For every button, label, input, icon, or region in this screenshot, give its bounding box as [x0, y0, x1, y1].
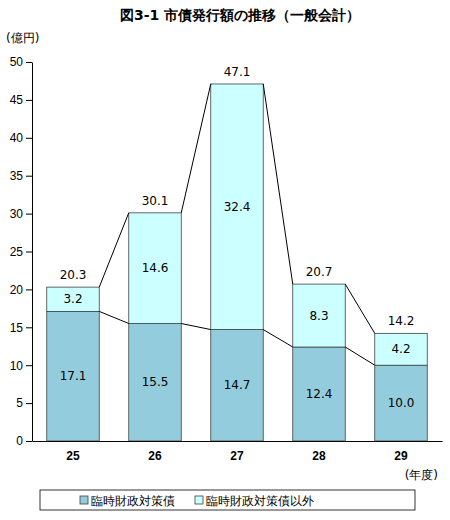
bar [293, 347, 345, 441]
data-label: 4.2 [391, 342, 410, 356]
x-axis-line [33, 441, 443, 442]
x-tick-label: 29 [394, 449, 408, 463]
data-label: 8.3 [309, 309, 328, 323]
y-tick: 30 [10, 207, 32, 221]
y-tick-mark [26, 176, 32, 177]
x-tick: 25 [66, 441, 80, 463]
y-tick: 0 [16, 434, 32, 448]
y-tick-label: 5 [16, 396, 23, 410]
y-tick: 25 [10, 245, 32, 259]
connector-line [345, 347, 375, 365]
y-tick-label: 35 [10, 169, 24, 183]
connector-line [181, 324, 211, 330]
y-axis-line [32, 63, 33, 442]
connector-line [181, 84, 211, 213]
legend-entry: 臨時財政対策債 [91, 494, 175, 508]
chart-container: 図3-1 市債発行額の推移（一般会計） (億円) 0 5 10 15 20 25 30 35 40 4… [0, 0, 450, 520]
y-tick: 40 [10, 131, 32, 145]
bar [129, 213, 181, 324]
x-axis: 25 26 27 28 29 [33, 441, 443, 463]
y-tick-mark [26, 327, 32, 328]
bar [211, 84, 263, 330]
x-tick: 27 [230, 441, 244, 463]
y-axis-title: (億円) [6, 31, 39, 45]
x-tick-label: 25 [66, 449, 80, 463]
x-tick: 28 [312, 441, 326, 463]
connector-line [263, 84, 293, 284]
total-label: 47.1 [224, 65, 251, 79]
connector-line [99, 213, 129, 287]
data-label: 12.4 [306, 387, 333, 401]
connector-line [263, 330, 293, 347]
connector-line [345, 284, 375, 333]
y-tick-mark [26, 365, 32, 366]
y-tick-mark [26, 252, 32, 253]
legend-swatch [80, 496, 88, 504]
y-tick-mark [26, 62, 32, 63]
bar [47, 311, 99, 441]
legend-swatch [195, 496, 203, 504]
y-tick-mark [26, 289, 32, 290]
legend-entry: 臨時財政対策債以外 [206, 494, 314, 508]
bar [293, 284, 345, 347]
data-label: 14.7 [224, 378, 251, 392]
y-tick-label: 15 [10, 321, 24, 335]
y-tick-label: 10 [10, 359, 24, 373]
connector-line [99, 311, 129, 323]
x-axis-title: (年度) [405, 468, 438, 482]
y-tick-mark [26, 138, 32, 139]
y-tick-label: 20 [10, 283, 24, 297]
total-label: 20.3 [60, 268, 87, 282]
y-tick-label: 40 [10, 131, 24, 145]
bar [47, 287, 99, 311]
y-tick-label: 50 [10, 55, 24, 69]
y-tick: 45 [10, 93, 32, 107]
x-tick: 26 [148, 441, 162, 463]
y-tick-label: 45 [10, 93, 24, 107]
x-tick-label: 27 [230, 449, 244, 463]
y-axis: 0 5 10 15 20 25 30 35 40 45 50 [10, 55, 33, 448]
x-tick-label: 28 [312, 449, 326, 463]
y-tick-label: 25 [10, 245, 24, 259]
title: 図3-1 市債発行額の推移（一般会計） [120, 7, 360, 23]
y-tick-mark [26, 403, 32, 404]
y-tick: 20 [10, 283, 32, 297]
x-tick: 29 [394, 441, 408, 463]
total-label: 30.1 [142, 194, 169, 208]
bar-series [47, 84, 427, 365]
y-tick-label: 30 [10, 207, 24, 221]
data-label: 10.0 [388, 396, 415, 410]
bar [375, 333, 427, 365]
x-tick-label: 26 [148, 449, 162, 463]
legend: 臨時財政対策債 臨時財政対策債以外 [40, 490, 415, 510]
y-tick-mark [26, 100, 32, 101]
y-tick-mark [26, 214, 32, 215]
data-labels: 17.1 15.5 14.7 12.4 10.0 3.2 14.6 32.4 8.3 4.2 20.… [60, 65, 415, 410]
data-label: 3.2 [63, 292, 82, 306]
y-tick: 10 [10, 359, 32, 373]
total-label: 14.2 [388, 314, 415, 328]
y-tick-mark [26, 441, 32, 442]
total-label: 20.7 [306, 265, 333, 279]
plot-area [47, 84, 427, 441]
y-tick: 35 [10, 169, 32, 183]
data-label: 32.4 [224, 200, 251, 214]
data-label: 17.1 [60, 369, 87, 383]
bar-series [47, 311, 427, 441]
bar [129, 324, 181, 441]
bar [375, 365, 427, 441]
chart-svg: 図3-1 市債発行額の推移（一般会計） (億円) 0 5 10 15 20 25 30 35 40 4… [0, 0, 450, 520]
legend-frame [40, 490, 415, 510]
data-label: 15.5 [142, 375, 169, 389]
y-tick: 5 [16, 396, 32, 410]
y-tick: 50 [10, 55, 32, 69]
bar [211, 330, 263, 441]
data-label: 14.6 [142, 261, 169, 275]
y-tick-label: 0 [16, 434, 23, 448]
y-tick: 15 [10, 321, 32, 335]
